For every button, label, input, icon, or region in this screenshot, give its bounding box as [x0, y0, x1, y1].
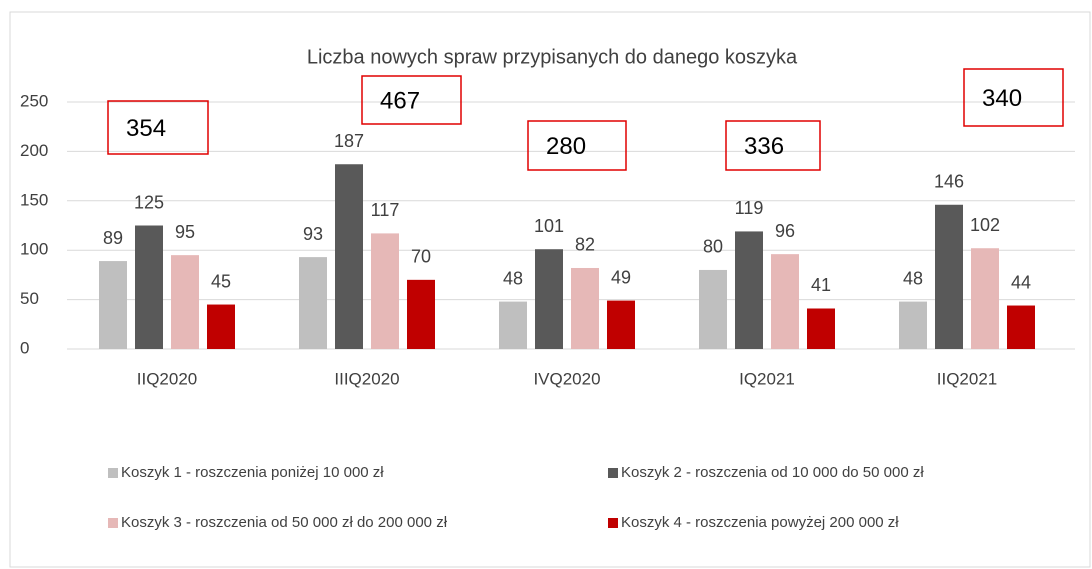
data-label: 117 [371, 200, 400, 220]
legend-label: Koszyk 3 - roszczenia od 50 000 zł do 20… [121, 514, 448, 531]
data-label: 41 [811, 275, 831, 295]
data-label: 48 [903, 268, 923, 288]
legend-label: Koszyk 2 - roszczenia od 10 000 do 50 00… [621, 464, 924, 481]
x-tick-label: IIQ2020 [137, 369, 198, 388]
bar [171, 255, 199, 349]
bar [135, 225, 163, 349]
data-label: 95 [175, 222, 195, 242]
bar [407, 279, 435, 349]
legend-label: Koszyk 4 - roszczenia powyżej 200 000 zł [621, 514, 899, 531]
y-tick-label: 250 [20, 91, 48, 110]
x-tick-label: IIIQ2020 [334, 369, 399, 388]
data-label: 89 [103, 228, 123, 248]
data-label: 80 [703, 237, 723, 257]
bar [299, 257, 327, 349]
annotation: 340 [982, 85, 1022, 112]
bar [535, 249, 563, 349]
annotation: 336 [744, 133, 784, 160]
annotation-box [361, 75, 462, 125]
data-label: 49 [611, 267, 631, 287]
legend-swatch [608, 468, 618, 478]
annotation-box [107, 100, 209, 155]
bar [935, 204, 963, 349]
annotation: 467 [380, 87, 420, 114]
data-label: 187 [334, 131, 364, 151]
y-tick-label: 50 [20, 289, 39, 308]
data-label: 93 [303, 224, 323, 244]
x-tick-label: IIQ2021 [937, 369, 998, 388]
bar [335, 164, 363, 349]
legend-swatch [108, 468, 118, 478]
data-label: 45 [211, 271, 231, 291]
bar [207, 304, 235, 349]
bar [971, 248, 999, 349]
y-tick-label: 200 [20, 141, 48, 160]
x-tick-label: IVQ2020 [533, 369, 600, 388]
chart-title: Liczba nowych spraw przypisanych do dane… [307, 46, 798, 68]
data-label: 48 [503, 268, 523, 288]
legend-swatch [608, 518, 618, 528]
bar [371, 233, 399, 349]
annotation-box [527, 120, 627, 171]
y-tick-label: 0 [20, 338, 29, 357]
data-label: 119 [735, 198, 764, 218]
x-tick-label: IQ2021 [739, 369, 795, 388]
data-label: 101 [534, 216, 564, 236]
bar [807, 308, 835, 349]
bar [771, 254, 799, 349]
annotation: 280 [546, 133, 586, 160]
bar [1007, 305, 1035, 349]
legend-label: Koszyk 1 - roszczenia poniżej 10 000 zł [121, 464, 384, 481]
data-label: 82 [575, 235, 595, 255]
bar [99, 261, 127, 349]
data-label: 96 [775, 221, 795, 241]
annotation-box [725, 120, 821, 171]
annotation: 354 [126, 115, 166, 142]
annotation-box [963, 68, 1064, 127]
legend-swatch [108, 518, 118, 528]
y-tick-label: 150 [20, 190, 48, 209]
data-label: 146 [934, 172, 964, 192]
data-label: 44 [1011, 272, 1031, 292]
data-label: 102 [970, 215, 1000, 235]
bar [899, 301, 927, 349]
bar [699, 269, 727, 349]
data-label: 125 [134, 192, 164, 212]
bar [499, 301, 527, 349]
data-label: 70 [411, 247, 431, 267]
bar [607, 300, 635, 349]
y-tick-label: 100 [20, 240, 48, 259]
bar [571, 267, 599, 349]
bar [735, 231, 763, 349]
